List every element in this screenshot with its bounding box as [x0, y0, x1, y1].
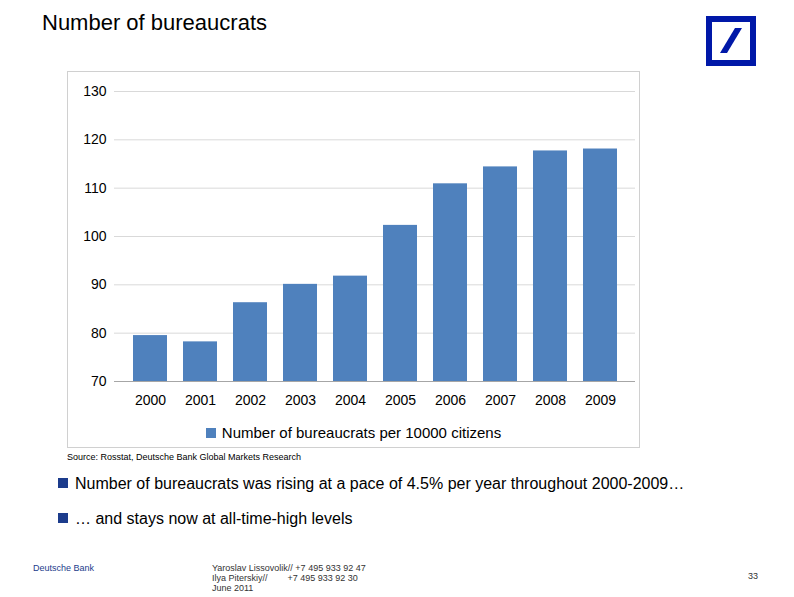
svg-text:110: 110 [84, 180, 107, 196]
html-text:Number of bureaucrats was risi: Number of bureaucrats was rising at a pa… [75, 475, 685, 492]
svg-text:70: 70 [91, 373, 107, 389]
svg-text:80: 80 [91, 325, 107, 341]
html-text:… and stays now at all-time-hi: … and stays now at all-time-high levels [75, 510, 353, 527]
svg-text:2003: 2003 [285, 392, 316, 408]
svg-text:2008: 2008 [535, 392, 566, 408]
html-text:Number of bureaucrats per 1000: Number of bureaucrats per 10000 citizens [221, 424, 502, 441]
html-text:Yaroslav Lissovolik// +7 495 9: Yaroslav Lissovolik// +7 495 933 92 47 [212, 563, 366, 573]
html-text:Number of bureaucrats: Number of bureaucrats [42, 10, 267, 35]
svg-text:2005: 2005 [385, 392, 416, 408]
svg-text:2006: 2006 [435, 392, 466, 408]
html-text:33: 33 [748, 571, 758, 581]
svg-text:100: 100 [83, 228, 107, 244]
svg-text:2004: 2004 [335, 392, 366, 408]
svg-text:2007: 2007 [485, 392, 516, 408]
svg-text:2002: 2002 [235, 392, 266, 408]
html-text:Source: Rosstat, Deutsche Bank: Source: Rosstat, Deutsche Bank Global Ma… [67, 452, 302, 462]
svg-text:90: 90 [91, 276, 107, 292]
svg-text:2009: 2009 [585, 392, 616, 408]
html-text:Deutsche Bank: Deutsche Bank [33, 563, 94, 573]
html-text:Ilya Piterskiy// +7 495 933 92: Ilya Piterskiy// +7 495 933 92 30 [212, 573, 358, 583]
html-text:June 2011: June 2011 [212, 583, 254, 593]
svg-text:120: 120 [83, 131, 107, 147]
svg-text:130: 130 [83, 83, 107, 99]
svg-text:2000: 2000 [135, 392, 166, 408]
svg-text:2001: 2001 [185, 392, 216, 408]
